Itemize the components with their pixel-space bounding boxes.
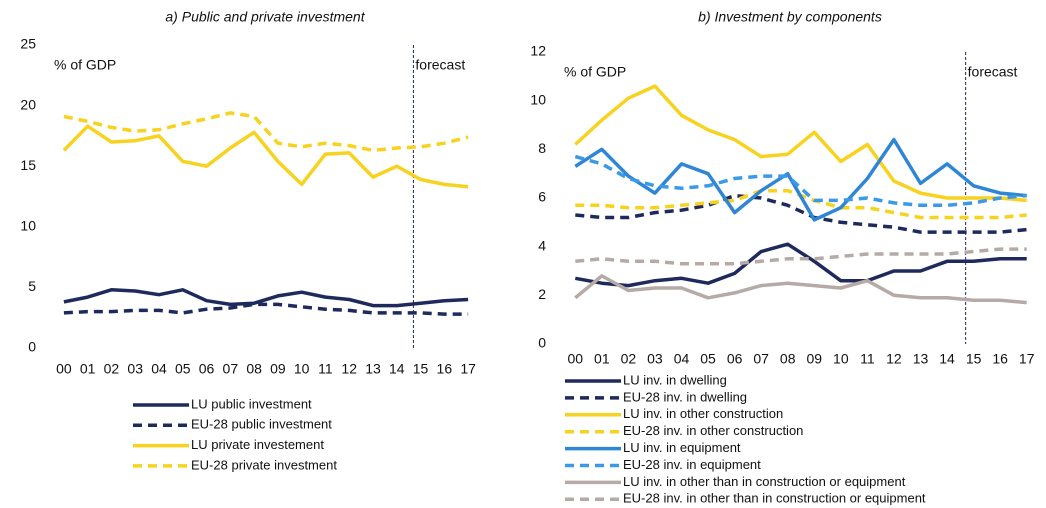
chart-title: a) Public and private investment — [165, 9, 365, 25]
series-line — [63, 111, 469, 153]
x-tick-label: 09 — [270, 361, 286, 377]
series-line — [574, 137, 1027, 222]
y-axis-label: % of GDP — [564, 64, 626, 80]
x-tick-label: 13 — [365, 361, 381, 377]
legend-label: LU public investment — [191, 396, 312, 411]
x-tick-label: 17 — [460, 361, 476, 377]
x-tick-label: 05 — [700, 351, 716, 367]
x-tick-label: 04 — [151, 361, 167, 377]
x-tick-label: 03 — [647, 351, 663, 367]
series-line — [63, 288, 469, 308]
x-tick-label: 06 — [727, 351, 743, 367]
legend-label: EU-28 inv. in equipment — [623, 457, 761, 472]
y-tick-label: 12 — [530, 43, 546, 59]
x-tick-label: 03 — [127, 361, 143, 377]
x-tick-label: 08 — [780, 351, 796, 367]
x-tick-label: 06 — [199, 361, 215, 377]
legend-label: EU-28 inv. in other construction — [623, 423, 803, 438]
y-tick-label: 20 — [20, 96, 36, 112]
x-tick-label: 15 — [413, 361, 429, 377]
y-tick-label: 2 — [538, 286, 546, 302]
y-tick-label: 4 — [538, 237, 546, 253]
legend-label: LU private investement — [191, 437, 324, 452]
x-tick-label: 11 — [860, 351, 875, 367]
x-tick-label: 10 — [833, 351, 849, 367]
y-tick-label: 0 — [538, 335, 546, 351]
series-line — [63, 302, 469, 316]
y-tick-label: 5 — [28, 278, 36, 294]
y-tick-label: 10 — [20, 218, 36, 234]
legend-label: EU-28 public investment — [191, 417, 332, 432]
x-tick-label: 04 — [674, 351, 690, 367]
x-tick-label: 17 — [1019, 351, 1035, 367]
y-tick-label: 15 — [20, 157, 36, 173]
series-line — [574, 154, 1027, 208]
legend-label: LU inv. in equipment — [623, 440, 741, 455]
forecast-label: forecast — [968, 64, 1018, 80]
x-tick-label: 13 — [913, 351, 929, 367]
x-tick-label: 00 — [56, 361, 72, 377]
x-tick-label: 08 — [246, 361, 262, 377]
y-tick-label: 0 — [28, 339, 36, 355]
x-tick-label: 07 — [223, 361, 239, 377]
x-tick-label: 10 — [294, 361, 310, 377]
x-tick-label: 01 — [80, 361, 96, 377]
x-tick-label: 16 — [437, 361, 453, 377]
x-tick-label: 09 — [806, 351, 822, 367]
series-line — [575, 193, 1027, 234]
x-tick-label: 07 — [753, 351, 769, 367]
series-line — [574, 84, 1027, 203]
series-line — [62, 124, 469, 189]
x-tick-label: 16 — [992, 351, 1008, 367]
legend-label: EU-28 inv. in other than in construction… — [623, 491, 926, 506]
legend-label: LU inv. in dwelling — [623, 372, 727, 387]
series-line — [575, 247, 1027, 266]
x-tick-label: 14 — [939, 351, 955, 367]
forecast-label: forecast — [415, 57, 465, 73]
legend-label: EU-28 inv. in dwelling — [623, 389, 747, 404]
x-tick-label: 12 — [886, 351, 902, 367]
chart-title: b) Investment by components — [698, 9, 882, 25]
x-tick-label: 02 — [104, 361, 120, 377]
y-tick-label: 10 — [530, 91, 546, 107]
legend-label: LU inv. in other than in construction or… — [623, 474, 906, 489]
x-tick-label: 00 — [567, 351, 583, 367]
series-line — [574, 242, 1027, 288]
series-line — [574, 274, 1027, 305]
y-tick-label: 6 — [538, 189, 546, 205]
y-tick-label: 25 — [20, 36, 36, 52]
x-tick-label: 02 — [621, 351, 637, 367]
y-tick-label: 8 — [538, 140, 546, 156]
legend-label: LU inv. in other construction — [623, 406, 783, 421]
x-tick-label: 14 — [389, 361, 405, 377]
x-tick-label: 15 — [966, 351, 982, 367]
x-tick-label: 12 — [341, 361, 357, 377]
x-tick-label: 05 — [175, 361, 191, 377]
y-axis-label: % of GDP — [54, 57, 116, 73]
x-tick-label: 01 — [594, 351, 610, 367]
legend-label: EU-28 private investment — [191, 457, 337, 472]
x-tick-label: 11 — [318, 361, 333, 377]
